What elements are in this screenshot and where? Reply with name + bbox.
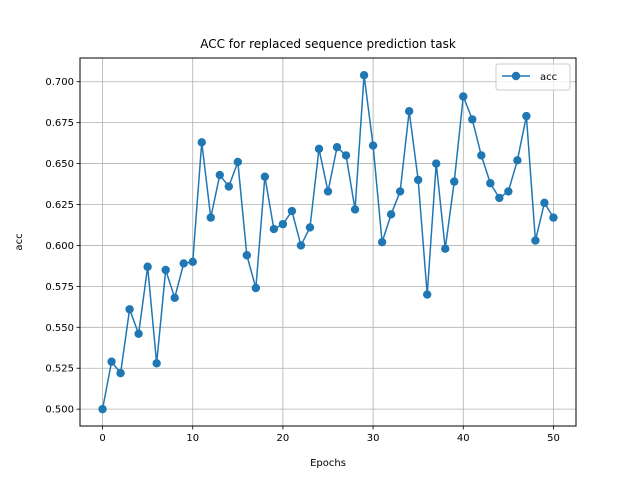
y-axis-label: acc bbox=[14, 233, 25, 250]
x-tick-label: 20 bbox=[277, 433, 290, 444]
data-point bbox=[540, 198, 549, 208]
legend-box bbox=[495, 63, 571, 91]
data-point bbox=[441, 244, 450, 253]
grid bbox=[80, 58, 576, 426]
data-point bbox=[152, 359, 161, 368]
x-axis-label: Epochs bbox=[310, 458, 346, 469]
legend-marker bbox=[511, 71, 521, 81]
data-point bbox=[549, 213, 558, 222]
data-point bbox=[386, 210, 396, 219]
data-point bbox=[423, 290, 432, 299]
y-tick-label: 0.550 bbox=[45, 323, 74, 334]
data-point bbox=[305, 223, 315, 232]
data-point bbox=[432, 159, 441, 168]
y-tick-label: 0.525 bbox=[45, 364, 74, 375]
data-point bbox=[459, 92, 468, 101]
y-tick-label: 0.700 bbox=[45, 77, 74, 88]
y-tick-label: 0.650 bbox=[45, 159, 74, 170]
data-point bbox=[125, 305, 134, 314]
data-point bbox=[359, 70, 369, 80]
plot-frame bbox=[79, 57, 577, 427]
data-point bbox=[350, 205, 360, 214]
series-layer bbox=[98, 70, 558, 414]
data-point bbox=[413, 175, 423, 185]
data-point bbox=[179, 259, 188, 268]
data-point bbox=[468, 115, 477, 124]
data-point bbox=[134, 329, 143, 339]
data-point bbox=[107, 357, 116, 366]
data-point bbox=[450, 177, 459, 186]
x-tick-label: 30 bbox=[367, 433, 380, 444]
y-tick-label: 0.500 bbox=[45, 405, 74, 416]
data-point bbox=[341, 151, 351, 160]
y-tick-label: 0.575 bbox=[45, 282, 74, 293]
data-point bbox=[522, 111, 531, 121]
data-point bbox=[332, 143, 342, 152]
data-point bbox=[287, 206, 297, 216]
data-point bbox=[206, 213, 215, 222]
data-point bbox=[404, 107, 414, 116]
y-tick-label: 0.600 bbox=[45, 241, 74, 252]
legend: acc bbox=[495, 63, 571, 91]
data-point bbox=[242, 251, 252, 260]
data-point bbox=[395, 187, 405, 196]
data-point bbox=[495, 193, 504, 203]
y-axis: 0.500 0.525 0.550 0.575 0.600 0.625 0.650 0.675… bbox=[45, 77, 80, 416]
data-point bbox=[197, 138, 206, 147]
data-point bbox=[323, 187, 333, 196]
data-point bbox=[531, 236, 540, 245]
x-tick-label: 40 bbox=[457, 433, 470, 444]
data-point bbox=[269, 224, 279, 234]
data-point bbox=[188, 257, 197, 267]
legend-label: acc bbox=[540, 72, 557, 83]
data-point bbox=[504, 187, 513, 196]
data-point bbox=[170, 293, 179, 303]
x-axis: 0 10 20 30 40 50 bbox=[99, 426, 560, 444]
x-tick-label: 50 bbox=[547, 433, 560, 444]
data-point bbox=[161, 265, 170, 275]
data-point bbox=[278, 219, 288, 229]
data-point bbox=[477, 151, 486, 160]
data-point bbox=[233, 157, 243, 167]
data-point bbox=[98, 404, 107, 414]
data-point bbox=[260, 172, 270, 181]
data-point bbox=[143, 262, 152, 271]
data-point bbox=[314, 144, 324, 154]
y-tick-label: 0.625 bbox=[45, 200, 74, 211]
data-point bbox=[513, 156, 522, 165]
x-tick-label: 10 bbox=[186, 433, 199, 444]
data-point bbox=[116, 368, 125, 378]
y-tick-label: 0.675 bbox=[45, 118, 74, 129]
data-point bbox=[368, 141, 378, 150]
data-point bbox=[251, 283, 261, 293]
x-tick-label: 0 bbox=[99, 433, 105, 444]
data-point bbox=[215, 170, 224, 180]
chart-title: ACC for replaced sequence prediction tas… bbox=[200, 37, 456, 51]
data-point bbox=[296, 241, 306, 250]
data-point bbox=[377, 237, 387, 247]
data-point bbox=[224, 182, 233, 191]
data-point bbox=[486, 179, 495, 188]
